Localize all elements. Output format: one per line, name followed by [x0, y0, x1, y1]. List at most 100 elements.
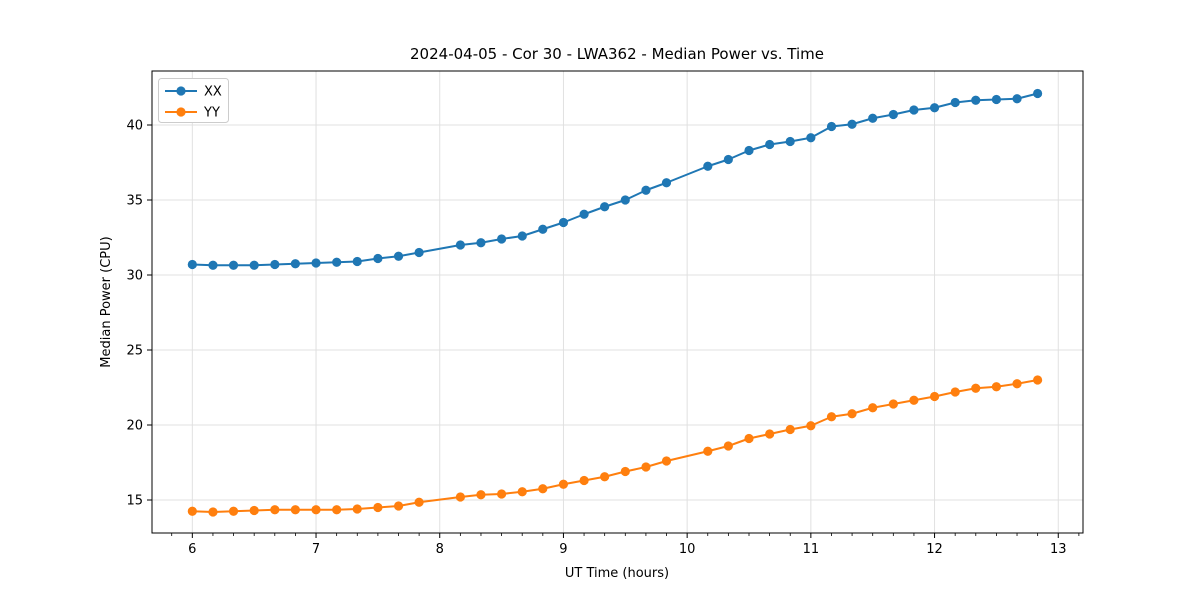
y-axis-label: Median Power (CPU)	[99, 236, 114, 367]
data-point	[888, 109, 898, 120]
data-point	[496, 489, 507, 499]
data-point	[270, 259, 280, 270]
data-point	[744, 433, 754, 444]
axis-ticks	[147, 124, 1080, 538]
data-point	[909, 105, 919, 115]
data-point	[785, 424, 795, 435]
data-point	[414, 497, 424, 507]
data-point	[538, 224, 548, 234]
data-point	[228, 260, 239, 270]
data-point	[558, 479, 569, 489]
data-point	[723, 441, 733, 451]
data-point	[414, 247, 424, 258]
x-tick-label: 7	[312, 542, 320, 557]
data-point	[517, 487, 527, 497]
data-point	[249, 505, 259, 516]
data-point	[950, 97, 960, 108]
data-point	[929, 391, 940, 402]
data-point	[620, 466, 630, 477]
data-point	[785, 136, 795, 147]
data-point	[332, 257, 342, 267]
data-point	[929, 103, 940, 113]
data-point	[558, 217, 569, 228]
data-point	[950, 387, 960, 397]
legend-sample-marker	[176, 107, 186, 117]
data-point	[909, 395, 919, 405]
data-point	[600, 472, 610, 482]
data-point	[496, 234, 507, 244]
data-point	[352, 256, 362, 267]
data-point	[538, 484, 548, 494]
data-point	[476, 490, 486, 500]
data-series	[187, 88, 1043, 517]
data-point	[641, 185, 651, 195]
data-point	[208, 260, 218, 270]
x-tick-label: 6	[188, 542, 196, 557]
data-point	[868, 403, 878, 413]
data-point	[332, 505, 342, 515]
data-point	[228, 506, 239, 516]
data-point	[991, 382, 1002, 392]
data-point	[723, 154, 733, 165]
x-axis-label: UT Time (hours)	[565, 566, 669, 581]
legend-label: XX	[204, 85, 222, 100]
data-point	[641, 462, 651, 472]
data-point	[826, 121, 837, 132]
legend-sample-marker	[176, 86, 186, 96]
data-point	[847, 409, 857, 419]
data-point	[270, 505, 280, 515]
data-point	[806, 133, 816, 143]
data-point	[847, 119, 857, 129]
tick-labels: 6 7 8 9 10 11 12 13 15 20 25 30 35 40	[126, 119, 1066, 558]
data-point	[373, 253, 383, 264]
data-point	[703, 446, 713, 456]
series-line	[192, 92, 1038, 267]
data-point	[765, 429, 775, 439]
data-point	[579, 475, 589, 486]
data-point	[971, 95, 981, 105]
data-point	[311, 258, 321, 268]
chart-title: 2024-04-05 - Cor 30 - LWA362 - Median Po…	[410, 45, 824, 63]
data-point	[476, 238, 486, 248]
series-line	[192, 379, 1038, 513]
legend-label: YY	[203, 106, 220, 121]
y-tick-label: 15	[126, 494, 143, 509]
data-point	[765, 139, 775, 150]
x-tick-label: 13	[1050, 542, 1067, 557]
data-point	[600, 202, 610, 212]
data-point	[249, 260, 259, 270]
data-point	[744, 145, 754, 156]
legend: XX YY	[158, 78, 229, 123]
y-tick-label: 30	[126, 269, 143, 284]
x-tick-label: 10	[679, 542, 696, 557]
data-point	[373, 502, 383, 513]
x-tick-label: 12	[926, 542, 943, 557]
data-point	[290, 505, 300, 515]
grid-lines	[152, 71, 1083, 533]
data-point	[1033, 88, 1043, 99]
data-point	[517, 231, 527, 241]
y-tick-label: 25	[126, 344, 143, 359]
x-tick-label: 9	[559, 542, 567, 557]
data-point	[703, 161, 713, 171]
data-point	[455, 240, 465, 250]
axes-frame	[151, 70, 1084, 534]
data-point	[187, 506, 197, 516]
y-tick-label: 35	[126, 194, 143, 209]
data-point	[352, 504, 362, 514]
data-point	[208, 507, 218, 517]
x-tick-label: 8	[436, 542, 444, 557]
data-point	[290, 259, 300, 269]
data-point	[806, 421, 816, 431]
data-point	[1012, 94, 1022, 104]
data-point	[620, 195, 630, 205]
y-tick-label: 20	[126, 419, 143, 434]
data-point	[868, 113, 878, 123]
data-point	[393, 251, 404, 261]
data-point	[579, 209, 589, 219]
data-point	[991, 94, 1002, 105]
data-point	[971, 383, 981, 393]
y-tick-label: 40	[126, 119, 143, 134]
